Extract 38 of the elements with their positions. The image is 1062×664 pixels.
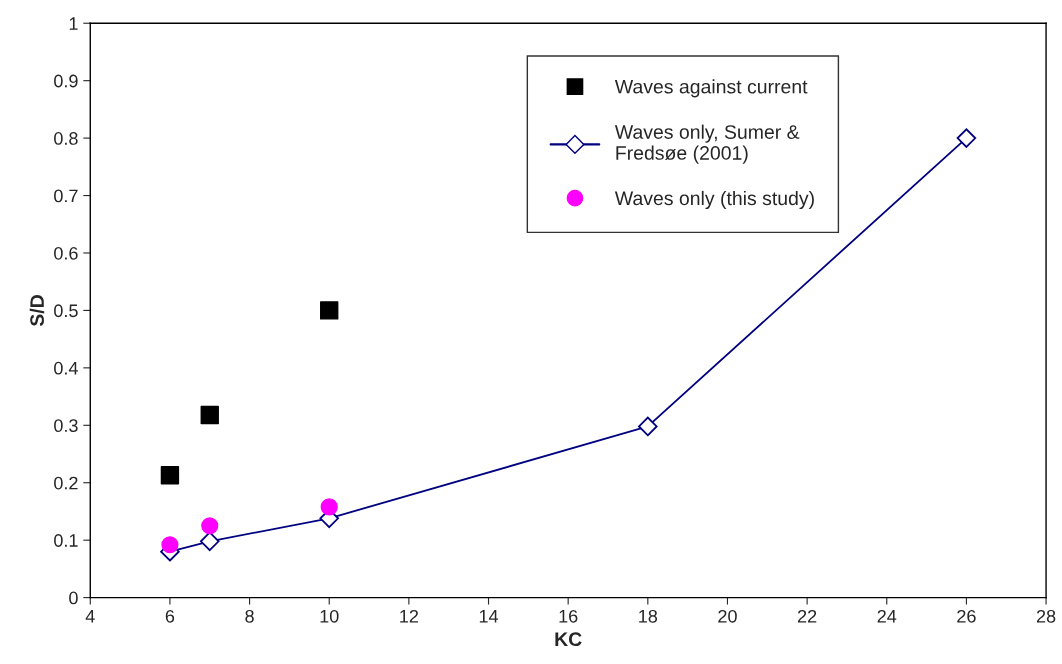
y-tick-label: 0.4 (54, 361, 78, 375)
x-tick-label: 18 (639, 609, 658, 623)
legend-label: Waves against current (614, 79, 808, 98)
point (320, 498, 338, 516)
x-axis-title: KC (555, 632, 582, 647)
point (200, 405, 219, 425)
x-tick-label: 6 (165, 609, 175, 623)
x-tick-label: 16 (559, 609, 578, 623)
x-tick-label: 8 (245, 609, 254, 623)
y-tick-label: 0.6 (54, 246, 78, 260)
y-tick-label: 1 (69, 17, 78, 30)
point (161, 536, 179, 554)
legend-label: Waves only (this study) (614, 190, 814, 210)
x-tick-label: 24 (877, 609, 897, 623)
y-tick-label: 0.1 (54, 534, 78, 547)
point (201, 517, 219, 535)
point (320, 301, 339, 320)
x-tick-label: 4 (85, 610, 95, 623)
y-tick-label: 0.5 (54, 304, 78, 318)
x-tick-label: 20 (718, 609, 737, 623)
point (200, 531, 220, 552)
x-tick-label: 22 (797, 609, 817, 623)
y-tick-label: 0.9 (54, 74, 78, 88)
x-tick-label: 12 (400, 609, 419, 623)
y-tick-label: 0.2 (54, 476, 78, 490)
y-tick-label: 0.8 (54, 132, 78, 145)
x-tick-label: 26 (957, 609, 976, 623)
x-tick-label: 14 (479, 610, 499, 623)
point (160, 466, 180, 485)
x-tick-label: 10 (320, 609, 339, 623)
y-tick-label: 0 (69, 591, 78, 605)
x-tick-label: 28 (1036, 609, 1056, 623)
legend-label: Waves only, Sumer & Fredsøe (2001) (614, 124, 800, 164)
y-axis-title: S/D (29, 295, 45, 327)
point (956, 128, 977, 148)
point (638, 416, 658, 437)
y-tick-label: 0.3 (54, 419, 78, 433)
y-tick-label: 0.7 (54, 189, 78, 203)
